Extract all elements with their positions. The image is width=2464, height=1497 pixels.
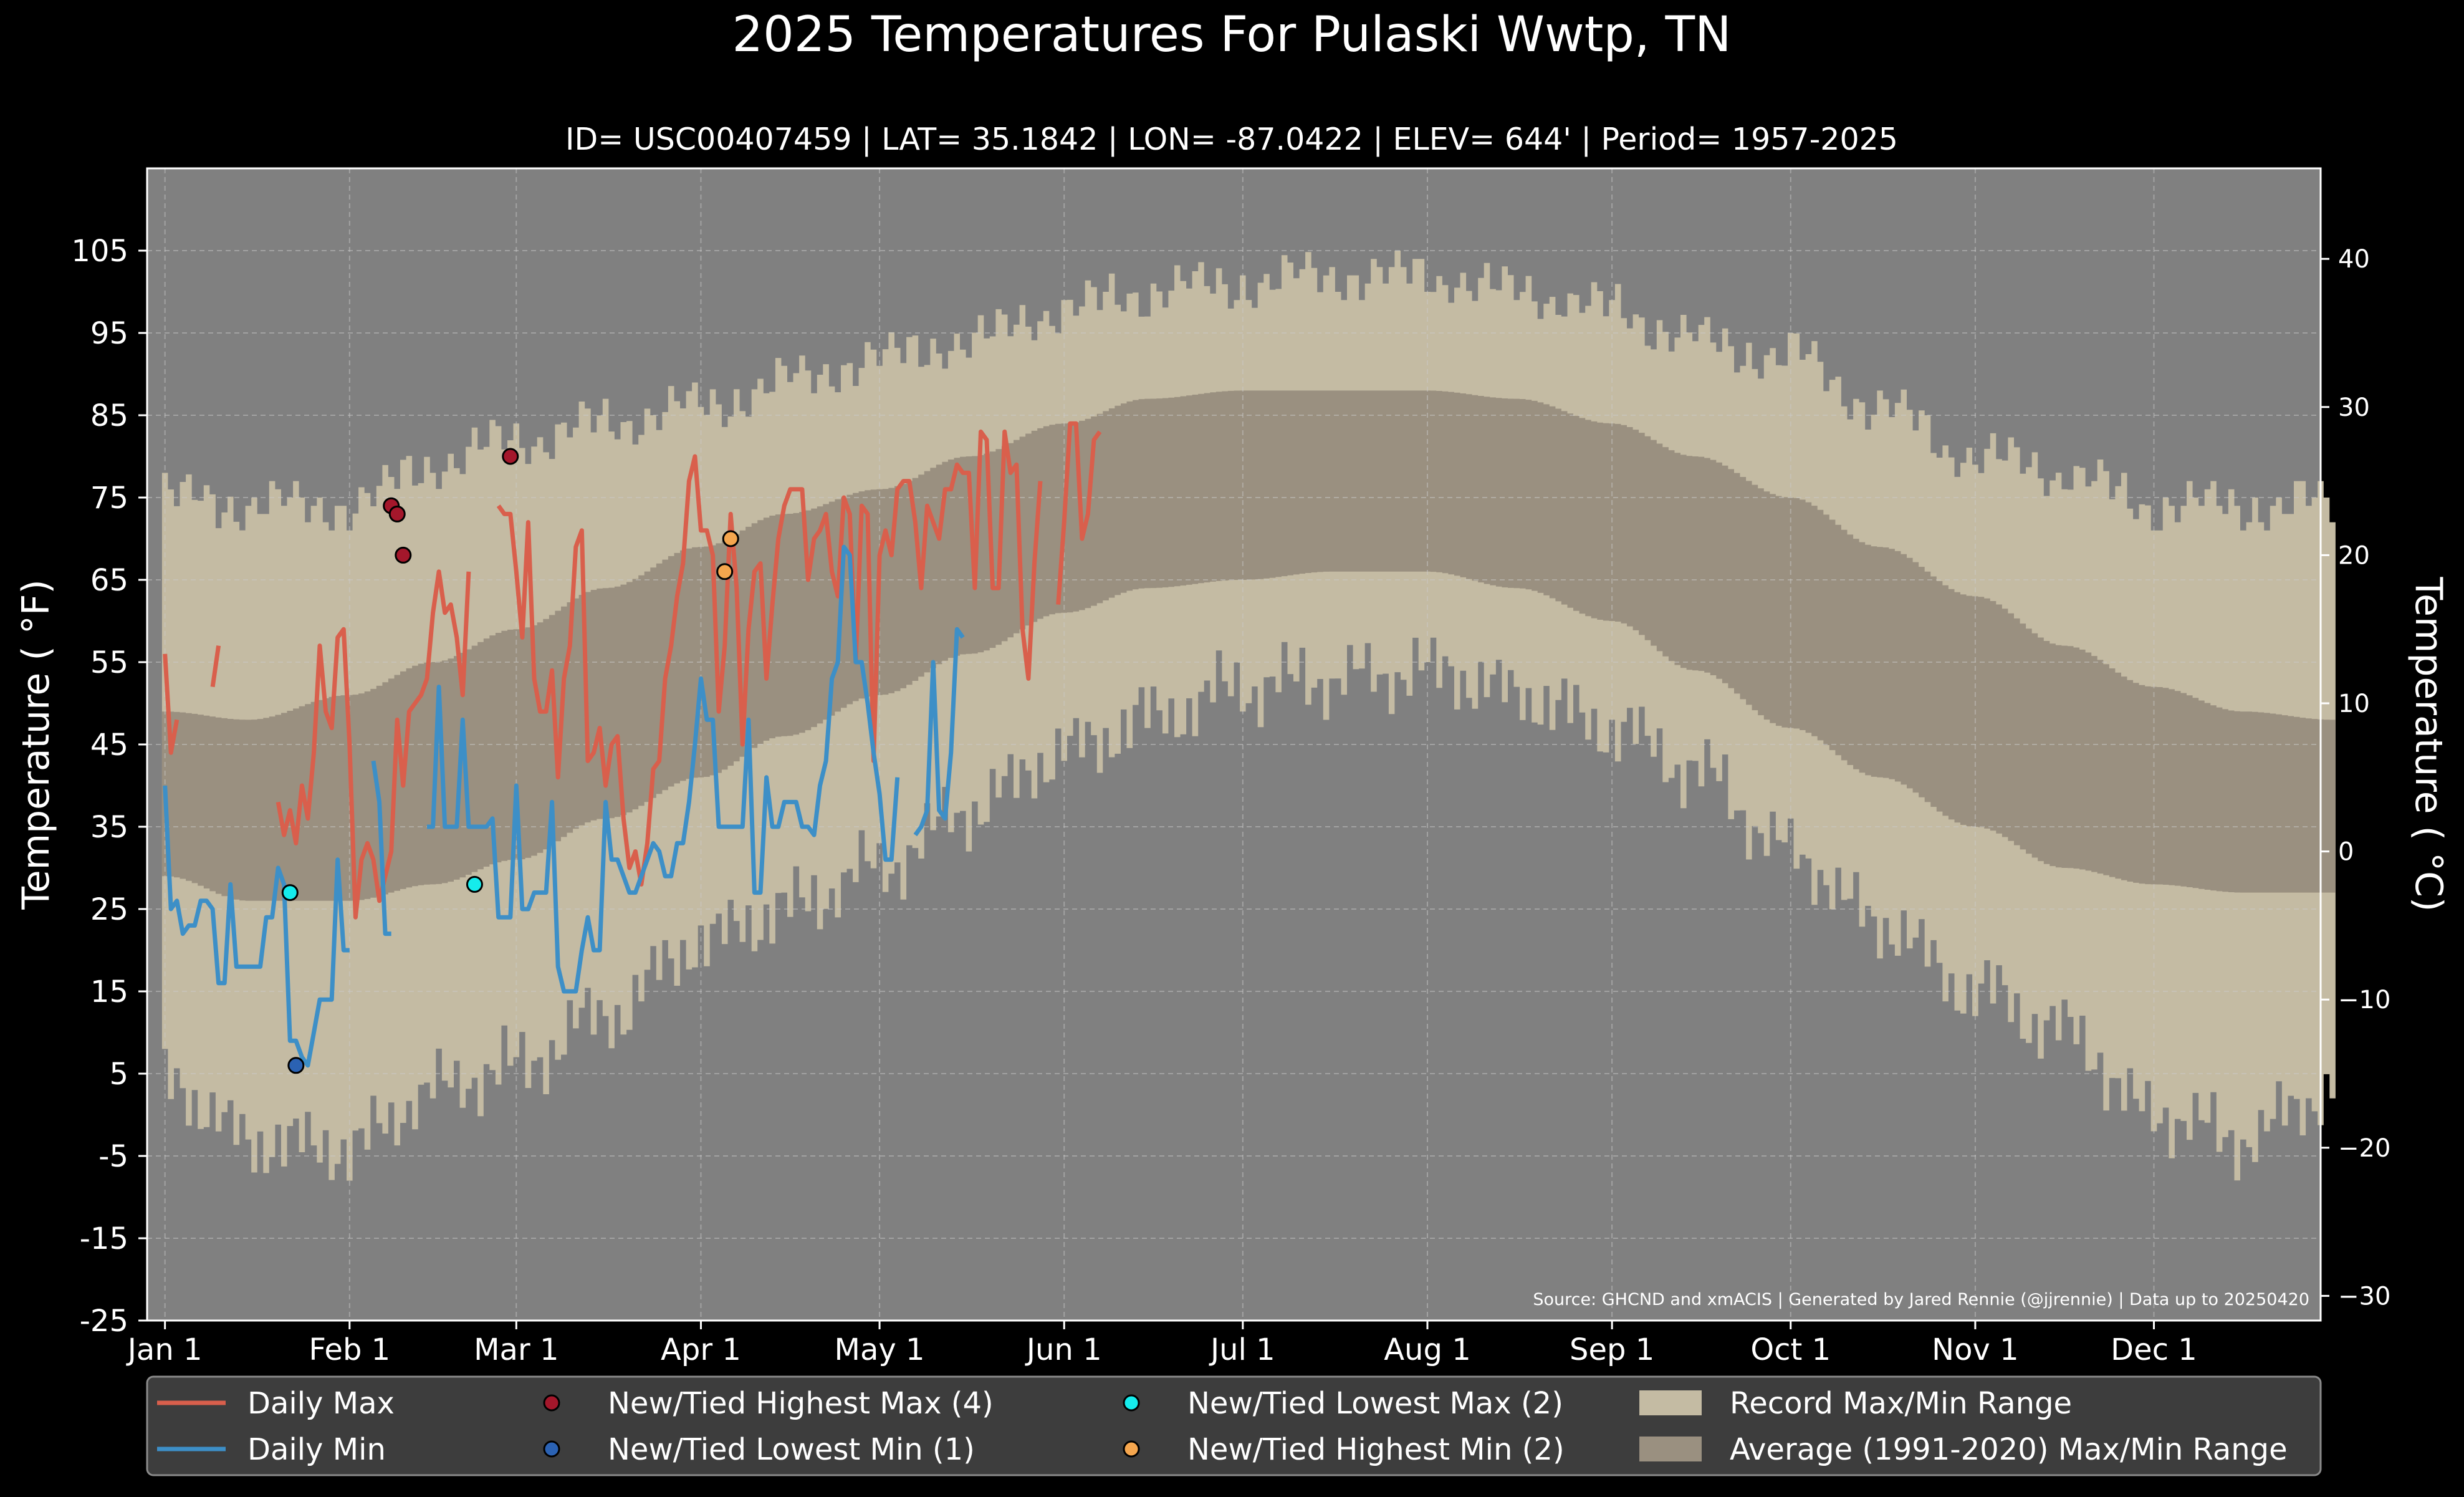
y-tick-label-left: 85: [90, 398, 128, 433]
legend-label: New/Tied Highest Min (2): [1187, 1432, 1565, 1467]
legend: Daily Max Daily Min New/Tied Highest Max (…: [146, 1375, 2322, 1476]
y-tick-label-left: 35: [90, 810, 128, 845]
legend-patch-swatch: [1639, 1437, 1702, 1461]
y-tick-label-right: 40: [2338, 245, 2370, 274]
x-tick-label: Mar 1: [474, 1332, 558, 1367]
legend-label: New/Tied Lowest Min (1): [608, 1432, 975, 1467]
legend-item: New/Tied Highest Max (4): [543, 1386, 994, 1421]
y-tick-label-left: 45: [90, 728, 128, 763]
legend-item: New/Tied Highest Min (2): [1123, 1432, 1565, 1467]
chart-title: 2025 Temperatures For Pulaski Wwtp, TN: [732, 7, 1732, 63]
legend-label: New/Tied Highest Max (4): [608, 1386, 994, 1421]
chart-subtitle: ID= USC00407459 | LAT= 35.1842 | LON= -8…: [565, 122, 1898, 157]
y-tick-label-left: 5: [109, 1057, 128, 1092]
legend-item: Average (1991-2020) Max/Min Range: [1639, 1432, 2288, 1467]
legend-item: Record Max/Min Range: [1639, 1386, 2072, 1421]
y-tick-label-right: 0: [2338, 838, 2354, 867]
legend-label: Daily Min: [247, 1432, 386, 1467]
record-marker: [466, 875, 483, 893]
climate-bands: [161, 251, 2336, 1181]
plot-area: Source: GHCND and xmACIS | Generated by …: [146, 167, 2336, 1322]
y-axis-label-right: Temperature ( °C): [2407, 577, 2450, 912]
y-tick-label-left: 55: [90, 645, 128, 680]
legend-items: Daily Max Daily Min New/Tied Highest Max (…: [157, 1386, 2288, 1467]
legend-item: New/Tied Lowest Min (1): [543, 1432, 975, 1467]
y-tick-label-left: 25: [90, 892, 128, 927]
x-tick-label: Jul 1: [1209, 1332, 1275, 1367]
y-tick-label-left: 65: [90, 563, 128, 598]
axes: 105 95 85 75 65 55 45 35 25 15 5 -5 -15 -25 40 30 20 10 0 −…: [71, 234, 2390, 1367]
y-tick-label-left: -5: [98, 1139, 128, 1174]
y-axis-label-left: Temperature ( °F): [14, 579, 58, 910]
record-markers: [281, 448, 739, 1074]
legend-label: New/Tied Lowest Max (2): [1187, 1386, 1563, 1421]
x-tick-label: Jun 1: [1025, 1332, 1102, 1367]
y-tick-label-left: 95: [90, 316, 128, 351]
daily-max-line: [163, 421, 1102, 920]
y-tick-label-right: −30: [2338, 1282, 2390, 1311]
record-marker: [388, 505, 406, 522]
record-marker: [287, 1057, 305, 1074]
legend-label: Average (1991-2020) Max/Min Range: [1730, 1432, 2288, 1467]
record-marker: [722, 530, 739, 547]
y-tick-label-left: 105: [71, 234, 128, 269]
legend-patch-swatch: [1639, 1390, 1702, 1415]
y-tick-label-right: −10: [2338, 986, 2390, 1014]
y-tick-label-right: 20: [2338, 541, 2370, 570]
record-marker: [716, 563, 734, 580]
gridlines: [147, 168, 2321, 1321]
y-tick-label-left: 15: [90, 975, 128, 1009]
source-note: Source: GHCND and xmACIS | Generated by …: [1533, 1290, 2309, 1309]
record-range-band: [161, 251, 2336, 1181]
x-tick-label: Jan 1: [126, 1332, 203, 1367]
legend-dot-swatch: [1123, 1394, 1140, 1412]
legend-item: Daily Max: [157, 1386, 395, 1421]
normal-range-band: [161, 390, 2336, 901]
legend-box: [146, 1375, 2322, 1476]
legend-dot-swatch: [543, 1440, 560, 1458]
x-tick-label: May 1: [835, 1332, 925, 1367]
x-tick-label: Feb 1: [309, 1332, 390, 1367]
y-tick-label-right: −20: [2338, 1134, 2390, 1163]
x-tick-label: Sep 1: [1570, 1332, 1654, 1367]
record-marker: [281, 884, 299, 902]
x-tick-label: Aug 1: [1384, 1332, 1471, 1367]
daily-min-line: [163, 544, 965, 1068]
legend-item: Daily Min: [157, 1432, 386, 1467]
x-tick-label: Nov 1: [1932, 1332, 2018, 1367]
legend-item: New/Tied Lowest Max (2): [1123, 1386, 1563, 1421]
legend-dot-swatch: [543, 1394, 560, 1412]
y-tick-label-right: 10: [2338, 690, 2370, 718]
x-tick-label: Apr 1: [661, 1332, 741, 1367]
record-marker: [395, 546, 412, 564]
y-tick-label-left: -25: [80, 1304, 128, 1339]
x-tick-label: Dec 1: [2111, 1332, 2197, 1367]
x-tick-label: Oct 1: [1750, 1332, 1831, 1367]
data-series: [163, 421, 1102, 1068]
legend-label: Record Max/Min Range: [1730, 1386, 2072, 1421]
legend-label: Daily Max: [247, 1386, 395, 1421]
y-tick-label-right: 30: [2338, 393, 2370, 422]
legend-dot-swatch: [1123, 1440, 1140, 1458]
y-tick-label-left: -15: [80, 1221, 128, 1256]
y-tick-label-left: 75: [90, 481, 128, 516]
record-marker: [502, 448, 519, 465]
